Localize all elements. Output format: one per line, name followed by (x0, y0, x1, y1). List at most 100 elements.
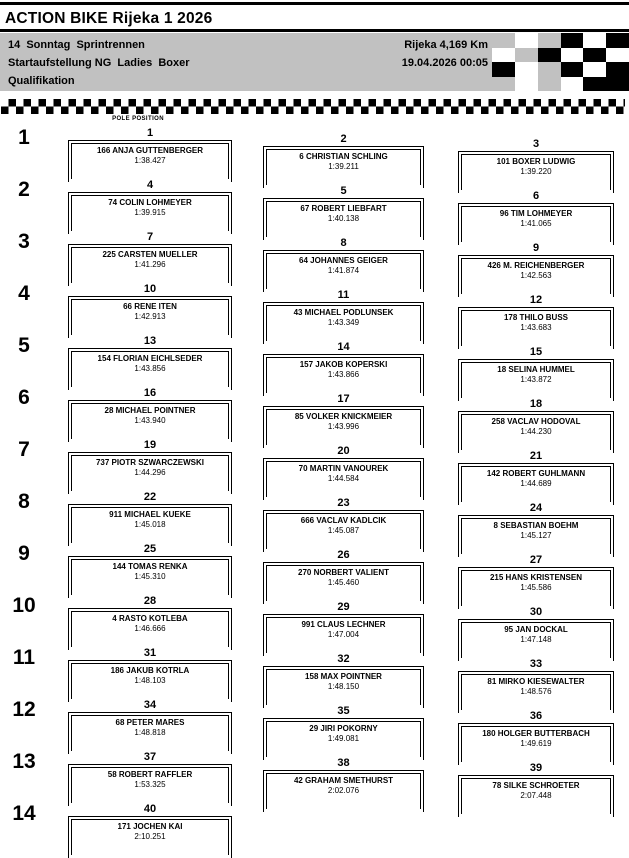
grid-row-number: 6 (18, 386, 30, 409)
grid-cell: 31 186 JAKUB KOTRLA 1:48.103 (68, 647, 232, 702)
grid-position-number: 19 (143, 439, 157, 451)
grid-cell: 25 144 TOMAS RENKA 1:45.310 (68, 543, 232, 598)
checker-cell (514, 47, 538, 62)
grid-cell: 16 28 MICHAEL POINTNER 1:43.940 (68, 387, 232, 442)
lap-time: 1:49.081 (327, 734, 360, 743)
grid-cell-inner: 911 MICHAEL KUEKE 1:45.018 (71, 507, 229, 543)
grid-cell-box: 96 TIM LOHMEYER 1:41.065 (458, 203, 614, 245)
grid-cell-inner: 426 M. REICHENBERGER 1:42.563 (461, 258, 611, 294)
lap-time: 1:43.856 (134, 364, 166, 373)
checker-cell (606, 76, 629, 91)
grid-cell-inner: 6 CHRISTIAN SCHLING 1:39.211 (266, 149, 421, 185)
grid-position-number: 16 (143, 387, 157, 399)
grid-cell: 30 95 JAN DOCKAL 1:47.148 (458, 606, 614, 661)
grid-cell-box: 666 VACLAV KADLCIK 1:45.087 (263, 510, 424, 552)
grid-position-number: 8 (340, 237, 347, 249)
lap-time: 1:48.150 (327, 682, 360, 691)
grid-position-number: 31 (143, 647, 157, 659)
lap-time: 1:43.940 (134, 416, 166, 425)
lap-time: 1:44.689 (520, 479, 552, 488)
grid-cell-box: 43 MICHAEL PODLUNSEK 1:43.349 (263, 302, 424, 344)
grid-row-number: 8 (18, 490, 30, 513)
lap-time: 1:49.619 (520, 739, 552, 748)
driver-name: 666 VACLAV KADLCIK (300, 516, 387, 525)
driver-name: 74 COLIN LOHMEYER (108, 198, 192, 207)
grid-position-number: 38 (337, 757, 350, 769)
grid-row-number: 11 (12, 646, 36, 669)
grid-cell-inner: 29 JIRI POKORNY 1:49.081 (266, 721, 421, 757)
grid-position-number: 4 (146, 179, 154, 191)
grid-row-number: 5 (18, 334, 30, 357)
grid-cell-inner: 42 GRAHAM SMETHURST 2:02.076 (266, 773, 421, 809)
lap-time: 1:43.866 (327, 370, 360, 379)
grid-cell-inner: 158 MAX POINTNER 1:48.150 (266, 669, 421, 705)
grid-cell-inner: 666 VACLAV KADLCIK 1:45.087 (266, 513, 421, 549)
grid-position-number: 2 (340, 133, 347, 145)
grid-cell: 19 737 PIOTR SZWARCZEWSKI 1:44.296 (68, 439, 232, 494)
grid-cell-inner: 18 SELINA HUMMEL 1:43.872 (461, 362, 611, 398)
top-divider-bar (0, 2, 629, 5)
grid-position-number: 28 (143, 595, 157, 607)
grid-position-number: 26 (337, 549, 350, 561)
grid-cell-inner: 66 RENE ITEN 1:42.913 (71, 299, 229, 335)
grid-position-number: 21 (529, 450, 543, 462)
grid-cell: 37 58 ROBERT RAFFLER 1:53.325 (68, 751, 232, 806)
driver-name: 101 BOXER LUDWIG (496, 157, 576, 166)
grid-cell-inner: 101 BOXER LUDWIG 1:39.220 (461, 154, 611, 190)
grid-cell: 36 180 HOLGER BUTTERBACH 1:49.619 (458, 710, 614, 765)
grid-cell-box: 186 JAKUB KOTRLA 1:48.103 (68, 660, 232, 702)
checker-cell (560, 76, 584, 91)
lap-time: 1:39.211 (328, 162, 359, 171)
checker-cell (537, 62, 561, 77)
checker-cell (514, 76, 538, 91)
grid-position-number: 24 (529, 502, 543, 514)
grid-cell-inner: 4 RASTO KOTLEBA 1:46.666 (71, 611, 229, 647)
grid-cell: 33 81 MIRKO KIESEWALTER 1:48.576 (458, 658, 614, 713)
grid-position-number: 12 (529, 294, 543, 306)
grid-cell-box: 81 MIRKO KIESEWALTER 1:48.576 (458, 671, 614, 713)
lap-time: 1:48.818 (134, 728, 166, 737)
pole-position-label: POLE POSITION (112, 116, 164, 122)
grid-cell-inner: 43 MICHAEL PODLUNSEK 1:43.349 (266, 305, 421, 341)
grid-cell: 13 154 FLORIAN EICHLSEDER 1:43.856 (68, 335, 232, 390)
grid-cell-inner: 85 VOLKER KNICKMEIER 1:43.996 (266, 409, 421, 445)
grid-cell-inner: 186 JAKUB KOTRLA 1:48.103 (71, 663, 229, 699)
driver-name: 43 MICHAEL PODLUNSEK (293, 308, 394, 317)
grid-row-number: 14 (12, 802, 36, 825)
grid-cell-inner: 144 TOMAS RENKA 1:45.310 (71, 559, 229, 595)
grid-cell: 28 4 RASTO KOTLEBA 1:46.666 (68, 595, 232, 650)
grid-position-number: 25 (143, 543, 157, 555)
grid-row-number: 7 (18, 438, 30, 461)
grid-cell: 7 225 CARSTEN MUELLER 1:41.296 (68, 231, 232, 286)
grid-cell: 14 157 JAKOB KOPERSKI 1:43.866 (263, 341, 424, 396)
grid-cell-inner: 28 MICHAEL POINTNER 1:43.940 (71, 403, 229, 439)
grid-cell: 22 911 MICHAEL KUEKE 1:45.018 (68, 491, 232, 546)
grid-cell-inner: 166 ANJA GUTTENBERGER 1:38.427 (71, 143, 229, 179)
title-divider (0, 29, 629, 32)
grid-position-number: 10 (143, 283, 157, 295)
grid-cell-box: 29 JIRI POKORNY 1:49.081 (263, 718, 424, 760)
grid-position-number: 1 (146, 127, 154, 139)
grid-cell: 29 991 CLAUS LECHNER 1:47.004 (263, 601, 424, 656)
grid-cell-inner: 81 MIRKO KIESEWALTER 1:48.576 (461, 674, 611, 710)
grid-cell: 32 158 MAX POINTNER 1:48.150 (263, 653, 424, 708)
grid-cell: 12 178 THILO BUSS 1:43.683 (458, 294, 614, 349)
grid-cell-box: 4 RASTO KOTLEBA 1:46.666 (68, 608, 232, 650)
grid-position-number: 27 (529, 554, 543, 566)
lap-time: 1:43.872 (520, 375, 552, 384)
checker-cell (583, 76, 607, 91)
grid-cell-box: 737 PIOTR SZWARCZEWSKI 1:44.296 (68, 452, 232, 494)
grid-cell: 2 6 CHRISTIAN SCHLING 1:39.211 (263, 133, 424, 188)
lap-time: 1:44.584 (327, 474, 360, 483)
grid-cell-box: 171 JOCHEN KAI 2:10.251 (68, 816, 232, 858)
page-title: ACTION BIKE Rijeka 1 2026 (5, 10, 213, 27)
grid-cell-box: 74 COLIN LOHMEYER 1:39.915 (68, 192, 232, 234)
lap-time: 1:48.576 (520, 687, 552, 696)
grid-cell: 23 666 VACLAV KADLCIK 1:45.087 (263, 497, 424, 552)
lap-time: 1:47.148 (520, 635, 552, 644)
grid-cell-box: 158 MAX POINTNER 1:48.150 (263, 666, 424, 708)
grid-position-number: 9 (532, 242, 540, 254)
lap-time: 1:53.325 (134, 780, 166, 789)
track-distance: Rijeka 4,169 Km (404, 39, 488, 51)
